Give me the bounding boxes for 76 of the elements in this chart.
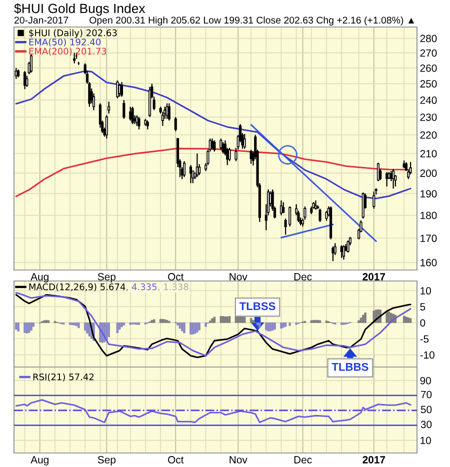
y-tick-label: 180	[420, 212, 437, 220]
candlestick	[243, 133, 246, 150]
candlestick	[220, 138, 222, 150]
y-tick-label: 200	[420, 170, 437, 177]
y-tick-label: 220	[420, 131, 437, 139]
y-tick-label: 170	[420, 234, 437, 242]
y-tick-label: 210	[420, 150, 437, 158]
legend-label: EMA(50) 192.40	[29, 38, 101, 46]
y-tick-label: 230	[420, 114, 437, 121]
candlestick	[409, 161, 412, 175]
text: , 1.338	[158, 283, 188, 292]
candlestick	[182, 160, 186, 178]
y-tick-label: 90	[420, 376, 431, 384]
text: 20-Jan-2017 Open 200.31 High 205.62 Low 199.31 Close 202.63 Chg +2.16 (+1.08%) ▲	[14, 16, 414, 26]
x-tick-label: Oct	[168, 456, 184, 464]
candlestick	[168, 102, 170, 122]
y-tick-label: 270	[420, 49, 437, 57]
y-tick-label: 5	[420, 303, 426, 311]
y-tick-label: -5	[420, 335, 429, 343]
y-tick-label: 190	[420, 190, 437, 198]
y-tick-label: 10	[420, 436, 431, 444]
candlestick	[129, 106, 132, 122]
y-tick-label: 280	[420, 34, 437, 42]
x-tick-label: Aug	[30, 456, 48, 466]
y-tick-label: 250	[420, 80, 437, 88]
legend-label: $HUI (Daily) 202.63	[29, 29, 117, 38]
y-tick-label: 0	[420, 319, 426, 327]
x-tick-label: Sep	[98, 456, 116, 466]
legend-label: RSI(21) 57.42	[33, 373, 94, 382]
candlestick	[166, 102, 168, 120]
candlestick	[228, 147, 231, 162]
candlestick	[116, 80, 119, 99]
y-tick-label: -10	[420, 351, 434, 359]
candlestick	[392, 168, 395, 190]
x-tick-label: Dec	[294, 273, 312, 280]
candlestick	[282, 202, 285, 214]
candlestick	[105, 114, 108, 140]
y-tick-label: 240	[420, 96, 437, 104]
y-tick-label: 10	[420, 287, 431, 295]
candlestick	[346, 240, 350, 254]
x-tick-label: Dec	[294, 456, 312, 464]
x-tick-label: Aug	[30, 273, 48, 282]
candlestick	[26, 75, 28, 88]
candlestick	[122, 99, 126, 120]
ref-line-label: 50	[420, 406, 432, 414]
annotation: TLBBS	[332, 362, 368, 371]
y-tick-label: 160	[420, 258, 437, 266]
text: , 4.335	[126, 283, 157, 292]
candlestick	[108, 101, 110, 114]
candlestick	[92, 92, 96, 111]
line-series	[15, 399, 412, 424]
x-tick-label: Nov	[230, 456, 248, 464]
ref-line-label: 30	[420, 420, 432, 428]
y-tick-label: 260	[420, 64, 437, 72]
chart-title: $HUI Gold Bugs Index	[14, 3, 146, 16]
candlestick	[23, 70, 26, 90]
x-tick-label: 2017	[362, 273, 386, 280]
candlestick	[73, 52, 76, 64]
candlestick	[318, 208, 322, 223]
candlestick	[120, 82, 124, 98]
x-tick-label: Sep	[98, 273, 116, 282]
candlestick	[288, 206, 292, 228]
candlestick	[189, 164, 192, 184]
x-tick-label: Nov	[230, 273, 248, 280]
candlestick	[138, 116, 140, 130]
ref-line-label: 70	[421, 390, 432, 398]
annotation: TLBSS	[239, 302, 276, 310]
candlestick	[332, 246, 334, 262]
candlestick	[372, 190, 376, 210]
x-tick-label: 2017	[362, 456, 386, 464]
candlestick	[174, 116, 177, 132]
candlestick	[131, 106, 134, 125]
candlestick	[213, 140, 216, 152]
x-tick-label: Oct	[168, 273, 184, 280]
legend-label: EMA(200) 201.73	[29, 48, 106, 56]
legend-label: MACD(12,26,9) 5.674	[29, 283, 126, 292]
